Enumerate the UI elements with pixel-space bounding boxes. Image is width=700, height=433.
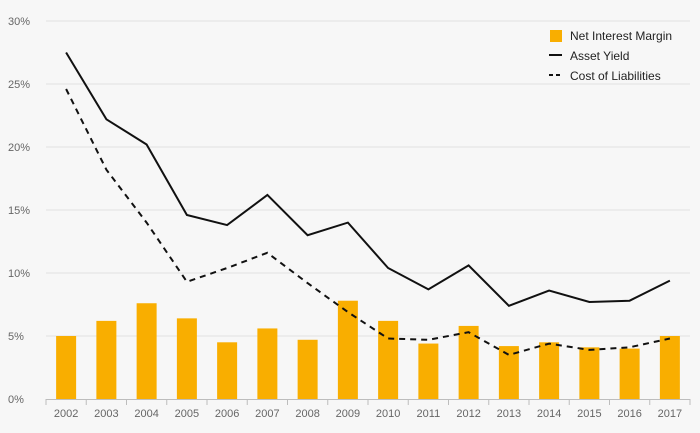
bar <box>217 342 238 399</box>
gridlines <box>46 20 690 337</box>
x-tick-label: 2012 <box>456 408 480 420</box>
x-tick-label: 2015 <box>577 408 601 420</box>
x-axis: 2002 2003 2004 2005 2006 2007 2008 2009 2010 2011… <box>45 399 691 420</box>
x-tick-label: 2016 <box>617 408 641 420</box>
bar-series-net-interest-margin <box>56 300 680 399</box>
line-series <box>65 51 671 356</box>
legend: Net Interest Margin Asset Yield Cost of … <box>549 29 672 83</box>
bar <box>659 336 680 399</box>
bar <box>96 320 117 399</box>
x-tick-label: 2006 <box>215 408 239 420</box>
bar <box>257 328 278 399</box>
bar <box>337 300 358 399</box>
y-tick-label: 20% <box>8 142 30 154</box>
legend-label-asset-yield: Asset Yield <box>570 49 629 63</box>
line-cost-of-liabilities <box>65 88 671 356</box>
x-tick-label: 2005 <box>175 408 199 420</box>
bar <box>539 342 560 399</box>
x-tick-label: 2003 <box>94 408 118 420</box>
bar <box>297 339 318 399</box>
x-tick-label: 2017 <box>658 408 682 420</box>
line-asset-yield <box>65 51 671 307</box>
bar <box>176 318 197 399</box>
y-tick-label: 25% <box>8 79 30 91</box>
legend-swatch-net-interest-margin <box>550 30 562 42</box>
bar <box>579 347 600 399</box>
bar <box>458 325 479 399</box>
legend-label-net-interest-margin: Net Interest Margin <box>570 29 672 43</box>
x-tick-label: 2002 <box>54 408 78 420</box>
x-tick-label: 2008 <box>295 408 319 420</box>
y-tick-label: 10% <box>8 268 30 280</box>
y-axis-tick-labels: 0% 5% 10% 15% 20% 25% 30% <box>8 16 30 406</box>
y-tick-label: 0% <box>8 394 24 406</box>
x-tick-label: 2009 <box>336 408 360 420</box>
x-tick-label: 2013 <box>497 408 521 420</box>
bar <box>56 336 77 399</box>
x-tick-label: 2011 <box>417 408 441 420</box>
bar <box>136 303 157 399</box>
x-tick-label: 2007 <box>255 408 279 420</box>
bar <box>619 348 640 399</box>
x-tick-label: 2010 <box>376 408 400 420</box>
bar <box>418 343 439 399</box>
bar <box>378 320 399 399</box>
y-tick-label: 30% <box>8 16 30 28</box>
x-tick-label: 2014 <box>537 408 561 420</box>
bar <box>498 346 519 399</box>
legend-label-cost-of-liabilities: Cost of Liabilities <box>570 69 661 83</box>
y-tick-label: 5% <box>8 331 24 343</box>
y-tick-label: 15% <box>8 205 30 217</box>
x-tick-label: 2004 <box>134 408 158 420</box>
